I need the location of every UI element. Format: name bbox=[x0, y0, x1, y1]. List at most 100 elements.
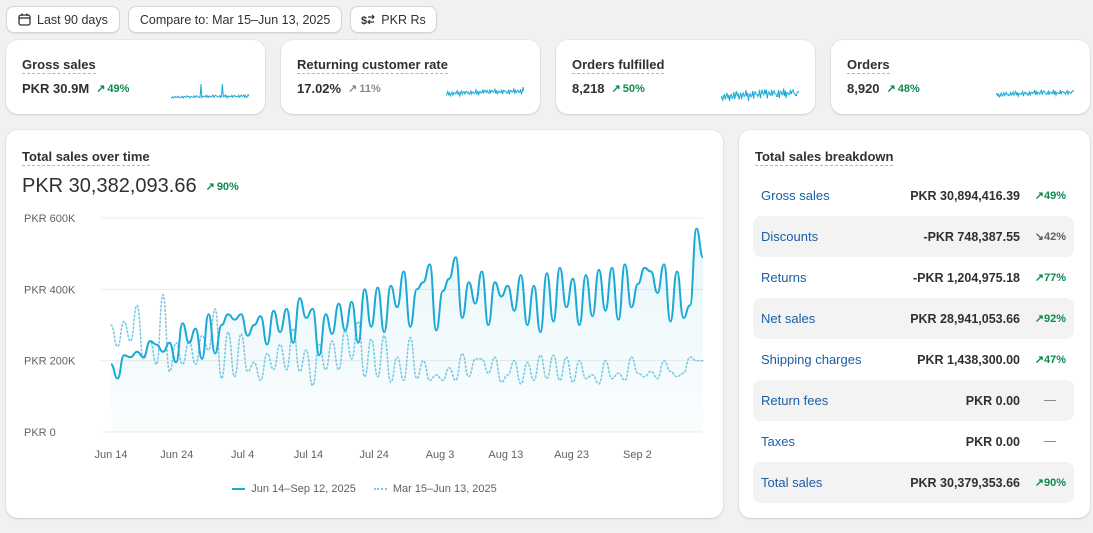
total-sales-chart: PKR 600K PKR 400K PKR 200K PKR 0 Jun 14 Jun 2… bbox=[24, 213, 704, 461]
total-sales-chart-card: PKR 600K PKR 400K PKR 200K PKR 0 Jun 14 Jun 2… bbox=[6, 130, 723, 518]
breakdown-title[interactable]: Total sales breakdown bbox=[755, 149, 894, 166]
breakdown-label[interactable]: Shipping charges bbox=[761, 352, 862, 367]
breakdown-label[interactable]: Total sales bbox=[761, 475, 823, 490]
arrow-up-right-icon: ↗ bbox=[1034, 190, 1044, 202]
breakdown-change: ↗ 49% bbox=[1034, 189, 1066, 203]
breakdown-value: -PKR 748,387.55 bbox=[923, 229, 1020, 244]
breakdown-change-none bbox=[1020, 400, 1066, 401]
metric-card-orders-fulfilled[interactable]: Orders fulfilled 8,218 ↗ 50% bbox=[556, 40, 815, 114]
metric-value: 8,218 bbox=[572, 81, 605, 96]
arrow-up-right-icon: ↗ bbox=[886, 83, 896, 95]
date-range-label: Last 90 days bbox=[37, 12, 108, 27]
series-line-previous bbox=[110, 293, 704, 387]
total-sales-value: PKR 30,382,093.66 bbox=[22, 175, 197, 197]
legend-item-current[interactable]: Jun 14–Sep 12, 2025 bbox=[232, 483, 356, 495]
breakdown-label[interactable]: Returns bbox=[761, 270, 807, 285]
breakdown-change: ↗ 47% bbox=[1034, 353, 1066, 367]
sparkline-path bbox=[996, 89, 1074, 99]
breakdown-label[interactable]: Taxes bbox=[761, 434, 795, 449]
sparkline bbox=[171, 83, 249, 100]
breakdown-row-gross-sales: Gross sales PKR 30,894,416.39 ↗ 49% bbox=[753, 175, 1074, 216]
date-toolbar: Last 90 days Compare to: Mar 15–Jun 13, … bbox=[6, 6, 437, 33]
legend-label: Mar 15–Jun 13, 2025 bbox=[392, 483, 497, 495]
arrow-up-right-icon: ↗ bbox=[205, 181, 215, 193]
total-sales-change: ↗ 90% bbox=[205, 180, 239, 194]
series-line-current bbox=[110, 227, 704, 380]
breakdown-label[interactable]: Gross sales bbox=[761, 188, 830, 203]
arrow-up-right-icon: ↗ bbox=[1034, 477, 1044, 489]
metric-change: ↗ 11% bbox=[348, 82, 381, 96]
arrow-down-right-icon: ↘ bbox=[1034, 231, 1044, 243]
arrow-up-right-icon: ↗ bbox=[1034, 272, 1044, 284]
breakdown-row-discounts: Discounts -PKR 748,387.55 ↘ 42% bbox=[753, 216, 1074, 257]
breakdown-value: PKR 30,379,353.66 bbox=[910, 475, 1020, 490]
chart-legend: Jun 14–Sep 12, 2025 Mar 15–Jun 13, 2025 bbox=[6, 483, 723, 495]
breakdown-row-return-fees: Return fees PKR 0.00 bbox=[753, 380, 1074, 421]
breakdown-change: ↗ 77% bbox=[1034, 271, 1066, 285]
x-tick-label: Jul 24 bbox=[360, 449, 389, 461]
x-tick-label: Jun 14 bbox=[94, 449, 127, 461]
sparkline-path bbox=[446, 86, 524, 98]
sparkline bbox=[996, 89, 1074, 99]
dash-icon bbox=[1044, 400, 1056, 401]
sparkline-path bbox=[721, 88, 799, 102]
metric-card-orders[interactable]: Orders 8,920 ↗ 48% bbox=[831, 40, 1090, 114]
metric-change: ↗ 49% bbox=[96, 82, 130, 96]
legend-label: Jun 14–Sep 12, 2025 bbox=[251, 483, 356, 495]
metric-change: ↗ 50% bbox=[611, 82, 645, 96]
breakdown-value: PKR 28,941,053.66 bbox=[910, 311, 1020, 326]
x-tick-label: Jul 4 bbox=[231, 449, 254, 461]
breakdown-label[interactable]: Discounts bbox=[761, 229, 819, 244]
breakdown-label[interactable]: Return fees bbox=[761, 393, 829, 408]
x-tick-label: Aug 3 bbox=[426, 449, 455, 461]
y-tick-label: PKR 200K bbox=[24, 356, 76, 368]
breakdown-change: ↗ 90% bbox=[1034, 476, 1066, 490]
series-area-current bbox=[111, 228, 703, 432]
breakdown-label[interactable]: Net sales bbox=[761, 311, 816, 326]
date-range-button[interactable]: Last 90 days bbox=[6, 6, 120, 33]
calendar-icon bbox=[18, 13, 31, 26]
breakdown-value: PKR 0.00 bbox=[965, 434, 1020, 449]
arrow-up-right-icon: ↗ bbox=[1034, 313, 1044, 325]
breakdown-value: PKR 1,438,300.00 bbox=[917, 352, 1020, 367]
arrow-up-right-icon: ↗ bbox=[348, 83, 358, 95]
metric-change: ↗ 48% bbox=[886, 82, 920, 96]
chart-title[interactable]: Total sales over time bbox=[22, 149, 150, 166]
sparkline-path bbox=[171, 83, 249, 100]
breakdown-row-shipping-charges: Shipping charges PKR 1,438,300.00 ↗ 47% bbox=[753, 339, 1074, 380]
breakdown-row-taxes: Taxes PKR 0.00 bbox=[753, 421, 1074, 462]
legend-swatch-solid bbox=[232, 488, 246, 490]
legend-item-previous[interactable]: Mar 15–Jun 13, 2025 bbox=[373, 483, 497, 495]
metric-title: Returning customer rate bbox=[297, 57, 448, 74]
y-tick-label: PKR 600K bbox=[24, 213, 76, 225]
x-tick-label: Aug 13 bbox=[488, 449, 523, 461]
metric-value: 17.02% bbox=[297, 81, 342, 96]
compare-button[interactable]: Compare to: Mar 15–Jun 13, 2025 bbox=[127, 6, 343, 33]
currency-exchange-icon: $ bbox=[361, 13, 376, 26]
metric-title: Orders bbox=[847, 57, 890, 74]
y-tick-label: PKR 0 bbox=[24, 427, 56, 439]
metric-card-gross-sales[interactable]: Gross sales PKR 30.9M ↗ 49% bbox=[6, 40, 265, 114]
breakdown-value: -PKR 1,204,975.18 bbox=[912, 270, 1020, 285]
metric-value: 8,920 bbox=[847, 81, 880, 96]
currency-button[interactable]: $ PKR Rs bbox=[350, 6, 437, 33]
metric-title: Gross sales bbox=[22, 57, 96, 74]
arrow-up-right-icon: ↗ bbox=[1034, 354, 1044, 366]
breakdown-change: ↘ 42% bbox=[1034, 230, 1066, 244]
metric-value: PKR 30.9M bbox=[22, 81, 90, 96]
x-tick-label: Jul 14 bbox=[294, 449, 323, 461]
breakdown-row-returns: Returns -PKR 1,204,975.18 ↗ 77% bbox=[753, 257, 1074, 298]
x-tick-label: Sep 2 bbox=[623, 449, 652, 461]
metric-card-returning-customer-rate[interactable]: Returning customer rate 17.02% ↗ 11% bbox=[281, 40, 540, 114]
y-tick-label: PKR 400K bbox=[24, 284, 76, 296]
compare-label: Compare to: Mar 15–Jun 13, 2025 bbox=[139, 12, 331, 27]
x-tick-label: Jun 24 bbox=[160, 449, 193, 461]
breakdown-row-net-sales: Net sales PKR 28,941,053.66 ↗ 92% bbox=[753, 298, 1074, 339]
sparkline bbox=[446, 86, 524, 98]
arrow-up-right-icon: ↗ bbox=[96, 83, 106, 95]
currency-label: PKR Rs bbox=[381, 12, 426, 27]
metric-title: Orders fulfilled bbox=[572, 57, 665, 74]
sparkline bbox=[721, 88, 799, 102]
x-tick-label: Aug 23 bbox=[554, 449, 589, 461]
arrow-up-right-icon: ↗ bbox=[611, 83, 621, 95]
